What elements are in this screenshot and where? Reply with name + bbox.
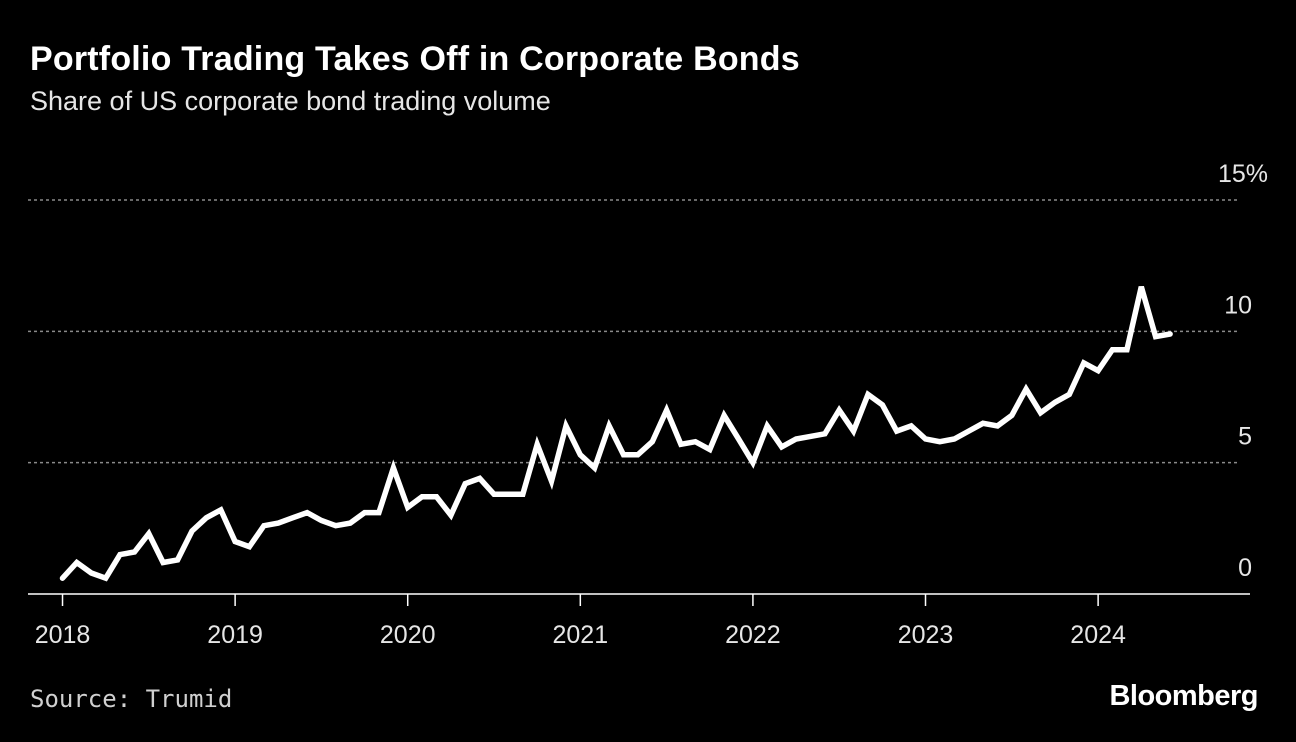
x-tick-label: 2023 xyxy=(898,621,954,649)
y-tick-label: 0 xyxy=(1238,554,1252,582)
gridlines xyxy=(28,199,1240,464)
x-axis: 2018 2019 2020 2021 2022 2023 2024 xyxy=(35,594,1126,649)
chart-title: Portfolio Trading Takes Off in Corporate… xyxy=(30,40,800,78)
x-tick-label: 2018 xyxy=(35,621,91,649)
chart-subtitle: Share of US corporate bond trading volum… xyxy=(30,86,551,116)
x-tick-label: 2020 xyxy=(380,621,436,649)
x-tick-label: 2021 xyxy=(553,621,609,649)
x-tick-label: 2019 xyxy=(207,621,263,649)
x-tick-label: 2022 xyxy=(725,621,781,649)
y-tick-label: 5 xyxy=(1238,423,1252,451)
y-tick-label: 10 xyxy=(1224,291,1252,319)
y-axis: 0 5 10 15% xyxy=(1218,160,1268,582)
bloomberg-logo: Bloomberg xyxy=(1109,680,1258,712)
x-tick-label: 2024 xyxy=(1070,621,1126,649)
series-group xyxy=(59,285,1173,582)
source-note: Source: Trumid xyxy=(30,685,233,713)
series-line xyxy=(59,285,1173,582)
y-tick-label: 15% xyxy=(1218,160,1268,188)
